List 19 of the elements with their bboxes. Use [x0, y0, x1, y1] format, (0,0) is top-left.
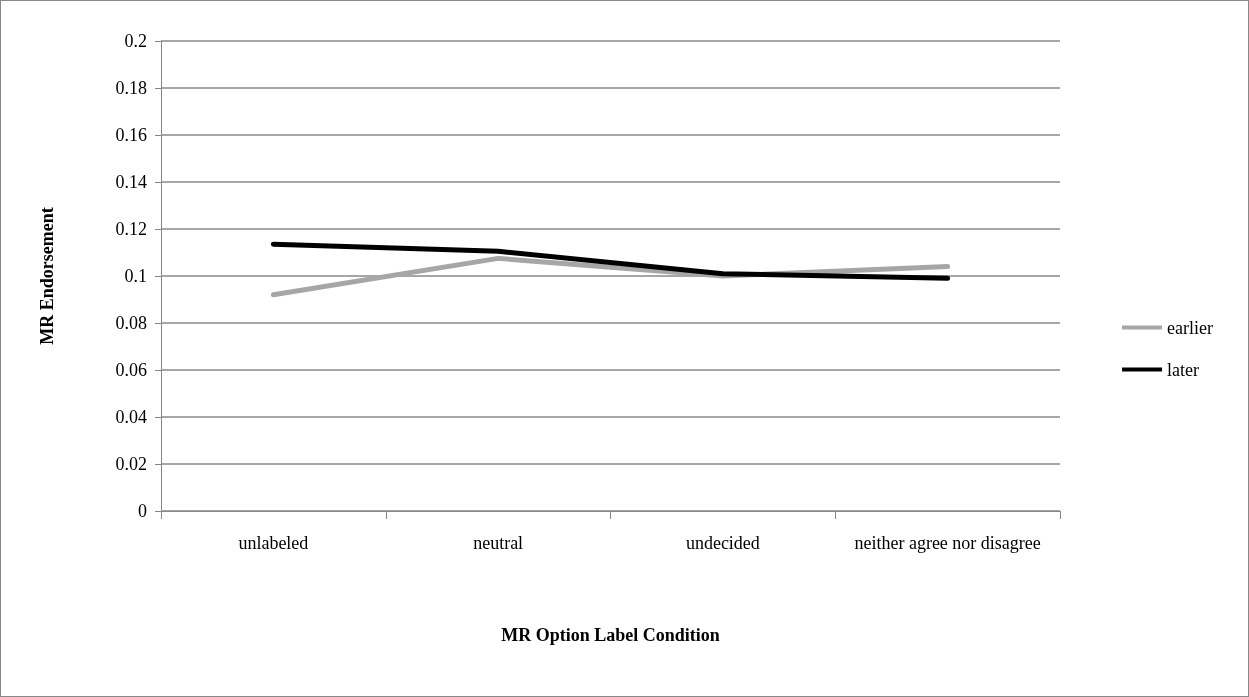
y-tick-label: 0.08: [115, 313, 147, 333]
x-tick-label: neutral: [473, 533, 524, 553]
y-tick-label: 0.1: [124, 266, 147, 286]
legend-label: earlier: [1167, 317, 1214, 338]
x-tick-label: neither agree nor disagree: [854, 533, 1041, 553]
y-tick-label: 0.12: [115, 219, 147, 239]
y-tick-label: 0.04: [115, 407, 147, 427]
y-tick-label: 0.18: [115, 78, 147, 98]
legend-label: later: [1167, 359, 1200, 380]
x-tick-label: undecided: [685, 533, 760, 553]
y-tick-label: 0.2: [124, 31, 147, 51]
y-tick-label: 0: [138, 501, 147, 521]
y-tick-label: 0.16: [115, 125, 147, 145]
y-tick-label: 0.02: [115, 454, 147, 474]
y-axis-title: MR Endorsement: [37, 207, 57, 345]
y-tick-label: 0.14: [115, 172, 147, 192]
x-axis-title: MR Option Label Condition: [501, 625, 720, 645]
x-tick-label: unlabeled: [238, 533, 309, 553]
y-tick-label: 0.06: [115, 360, 147, 380]
